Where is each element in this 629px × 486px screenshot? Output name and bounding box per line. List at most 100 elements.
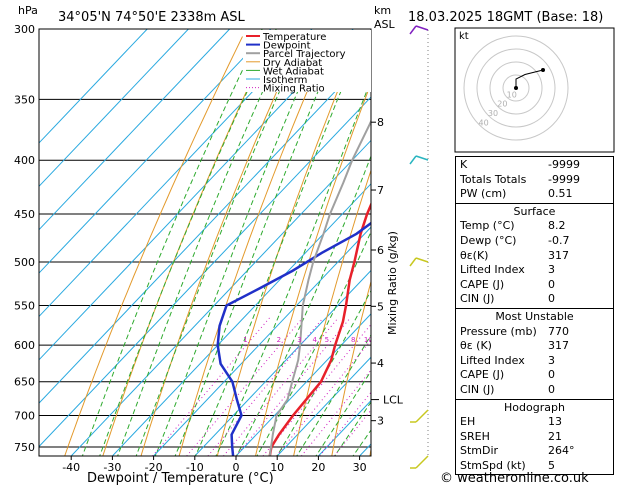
index-label: StmSpd (kt): [460, 458, 526, 472]
isotherm: [39, 96, 371, 448]
indices-hodograph-title: Hodograph: [504, 400, 565, 414]
hodograph-origin-marker: [514, 86, 518, 90]
indices-panel: K -9999 Totals Totals -9999 PW (cm) 0.51 Surfa…: [455, 156, 614, 476]
asl-unit-label: ASL: [374, 18, 396, 31]
x-tick-label: -40: [62, 461, 80, 474]
index-label: θε (K): [460, 339, 492, 353]
legend-entry: Mixing Ratio: [263, 84, 325, 95]
index-value: 13: [548, 415, 562, 429]
hodograph-trace: [515, 69, 544, 88]
index-label: SREH: [460, 429, 490, 443]
series-temperature: [268, 201, 371, 456]
km-tick-label: 3: [377, 415, 384, 428]
index-value: -9999: [548, 172, 580, 186]
dry-adiabat: [64, 36, 243, 456]
wet-adiabat: [194, 29, 368, 456]
index-label: EH: [460, 415, 476, 429]
isotherm: [39, 29, 272, 274]
index-value: 0: [548, 277, 555, 291]
legend-entry: Dry Adiabat: [263, 58, 322, 69]
mixing-ratio-label: 4: [312, 336, 317, 344]
mixing-ratio-line: [262, 323, 371, 456]
index-value: 317: [548, 339, 569, 353]
index-row: Lifted Index 3: [460, 354, 609, 369]
isotherm: [39, 29, 189, 188]
hodograph-ring: [463, 35, 569, 141]
index-row: Totals Totals -9999: [460, 173, 609, 188]
dry-adiabat: [293, 168, 371, 456]
isotherm: [70, 139, 371, 456]
dry-adiabat: [331, 279, 371, 456]
index-label: CAPE (J): [460, 277, 505, 291]
isotherm: [276, 356, 371, 456]
index-row: CIN (J) 0: [460, 292, 609, 307]
indices-hodograph: Hodograph EH 13 SREH 21 StmDir 264° StmSpd (kt)…: [455, 399, 614, 476]
x-tick-label: 20: [311, 461, 325, 474]
index-value: 770: [548, 324, 569, 338]
indices-surface: Surface Temp (°C) 8.2 Dewp (°C) -0.7 θε(K) 317…: [455, 203, 614, 309]
index-value: 5: [548, 458, 555, 472]
plot-area: 1 2 3 4 5 8 10 15 20 25: [39, 29, 415, 456]
index-row: K -9999: [460, 158, 609, 173]
hodograph-ring-label: 10: [507, 90, 517, 99]
wet-adiabat: [256, 230, 371, 456]
hodograph-unit: kt: [459, 31, 469, 42]
index-row: EH 13: [460, 415, 609, 430]
indices-most-unstable-title: Most Unstable: [495, 309, 574, 323]
index-label: Temp (°C): [460, 219, 515, 233]
index-row: CAPE (J) 0: [460, 278, 609, 293]
wind-barb: [410, 409, 429, 423]
index-row: Lifted Index 3: [460, 263, 609, 278]
mixing-ratio-label: 10: [364, 336, 373, 344]
mixing-ratio-label: 20: [406, 336, 415, 344]
index-row: StmDir 264°: [460, 444, 609, 459]
dry-adiabat: [216, 36, 361, 456]
hodograph-frame: [454, 27, 615, 153]
wind-barb-staff: [415, 257, 429, 263]
index-row: Temp (°C) 8.2: [460, 219, 609, 234]
mixing-ratio-label: 2: [277, 336, 281, 344]
index-row: PW (cm) 0.51: [460, 187, 609, 202]
x-tick-label: -30: [103, 461, 121, 474]
mixing-ratio-label: 8: [351, 336, 355, 344]
index-row: SREH 21: [460, 430, 609, 445]
index-row: θε (K) 317: [460, 339, 609, 354]
wind-barb: [409, 155, 429, 165]
indices-most-unstable: Most Unstable Pressure (mb) 770 θε (K) 317 Li…: [455, 308, 614, 400]
x-tick-label: 10: [270, 461, 284, 474]
wet-adiabat: [174, 29, 346, 456]
pressure-tick-label: 400: [14, 154, 35, 167]
location-title: 34°05'N 74°50'E 2338m ASL: [58, 10, 246, 25]
index-row: CAPE (J) 0: [460, 368, 609, 383]
index-value: 0.51: [548, 187, 573, 201]
pressure-tick-label: 500: [14, 256, 35, 269]
hodograph-ring: [489, 61, 543, 115]
index-value: 317: [548, 248, 569, 262]
x-axis-label: Dewpoint / Temperature (°C): [87, 471, 274, 486]
indices-basic: K -9999 Totals Totals -9999 PW (cm) 0.51: [455, 156, 614, 204]
index-label: Pressure (mb): [460, 324, 537, 338]
hodograph-ring: [476, 48, 556, 128]
dry-adiabat: [178, 36, 331, 456]
km-tick-label: 6: [377, 244, 384, 257]
index-value: 0: [548, 368, 555, 382]
series-dewpoint: [216, 221, 371, 456]
mixing-ratio-axis-label: Mixing Ratio (g/kg): [386, 231, 399, 335]
index-row: Pressure (mb) 770: [460, 325, 609, 340]
mixing-ratio-label: 5: [325, 336, 329, 344]
datetime-title: 18.03.2025 18GMT (Base: 18): [408, 10, 603, 25]
index-value: 21: [548, 429, 562, 443]
index-label: Dewp (°C): [460, 233, 517, 247]
km-unit-label: km: [374, 4, 391, 17]
index-label: θε(K): [460, 248, 489, 262]
wind-barb-staff: [415, 25, 429, 31]
index-label: PW (cm): [460, 187, 507, 201]
wind-barb-staff: [415, 455, 429, 469]
wind-barb-staff: [415, 409, 429, 423]
isotherm: [39, 29, 231, 231]
plot-frame: [38, 28, 372, 457]
x-tick-label: 30: [353, 461, 367, 474]
wet-adiabat: [99, 29, 277, 456]
index-label: CIN (J): [460, 382, 495, 396]
index-row: Dewp (°C) -0.7: [460, 234, 609, 249]
